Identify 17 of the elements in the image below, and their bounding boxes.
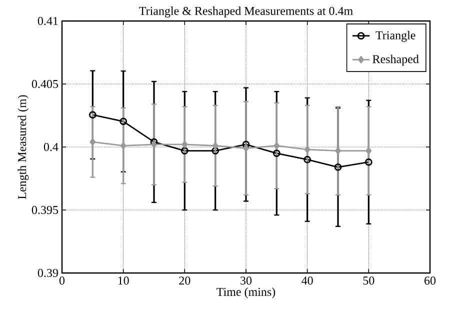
x-tick-label: 20: [179, 276, 190, 285]
x-tick-label: 10: [118, 276, 129, 285]
legend-label: Triangle: [376, 30, 416, 42]
y-tick-label: 0.41: [38, 16, 58, 26]
x-tick-label: 50: [363, 276, 374, 285]
y-tick-label: 0.4: [44, 142, 58, 152]
legend-label: Reshaped: [372, 54, 419, 66]
chart-title: Triangle & Reshaped Measurements at 0.4m: [139, 6, 353, 18]
y-tick-label: 0.395: [32, 206, 58, 214]
x-axis-title: Time (mins): [216, 287, 276, 298]
y-tick-label: 0.405: [32, 80, 58, 88]
y-tick-label: 0.39: [38, 268, 58, 278]
y-axis-title: Length Measured (m): [18, 95, 29, 199]
x-tick-label: 30: [240, 276, 252, 285]
x-tick-label: 0: [59, 276, 65, 285]
x-tick-label: 40: [302, 276, 313, 285]
x-tick-label: 60: [424, 276, 436, 285]
